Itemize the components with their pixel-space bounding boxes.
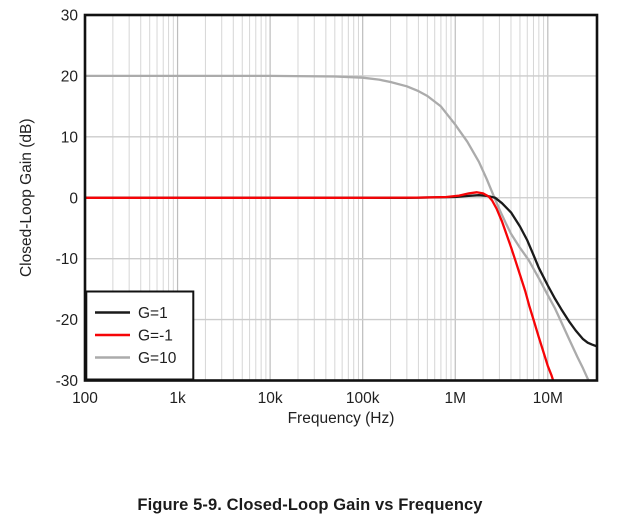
- y-tick-label: -30: [56, 373, 79, 390]
- figure-caption: Figure 5-9. Closed-Loop Gain vs Frequenc…: [137, 496, 483, 514]
- legend-label-2: G=10: [138, 350, 177, 367]
- curve-g-1: [85, 191, 555, 381]
- y-tick-label: 10: [61, 129, 79, 146]
- x-tick-label: 100k: [346, 390, 380, 407]
- x-tick-label: 100: [72, 390, 98, 407]
- legend-label-1: G=-1: [138, 328, 173, 345]
- y-tick-label: -10: [56, 251, 79, 268]
- plot-border: [83, 13, 599, 382]
- x-tick-label: 1M: [444, 390, 466, 407]
- y-axis-title: Closed-Loop Gain (dB): [18, 118, 35, 277]
- curves-group: [85, 74, 597, 381]
- x-axis-title: Frequency (Hz): [288, 410, 395, 427]
- y-tick-label: 0: [69, 190, 78, 207]
- y-tick-label: 30: [61, 8, 79, 25]
- x-tick-label: 1k: [169, 390, 186, 407]
- x-tick-label: 10k: [258, 390, 283, 407]
- x-tick-label: 10M: [533, 390, 563, 407]
- y-tick-label: 20: [61, 68, 79, 85]
- y-tick-label: -20: [56, 312, 79, 329]
- curve-g-10: [85, 74, 590, 381]
- legend-box: G=1 G=-1 G=10: [85, 290, 195, 381]
- legend-label-0: G=1: [138, 305, 168, 322]
